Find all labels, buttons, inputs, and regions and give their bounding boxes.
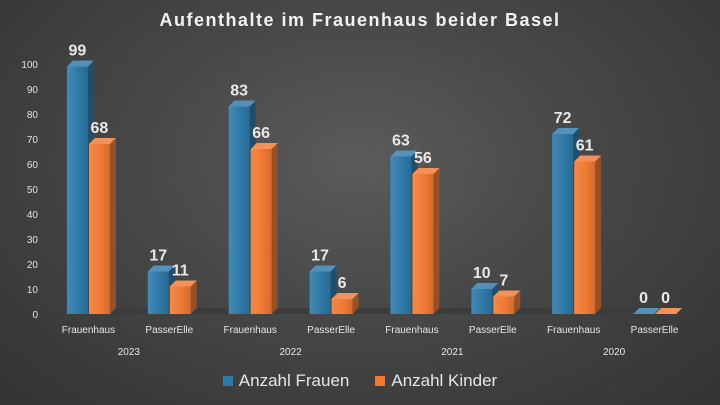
legend-label-frauen: Anzahl Frauen [238, 371, 350, 390]
y-tick-label: 60 [27, 160, 39, 171]
x-tick-label: Frauenhaus [62, 325, 115, 336]
bar-top-frauen [552, 128, 580, 134]
bar-side-kinder [271, 143, 278, 314]
bar-top-frauen [66, 60, 94, 67]
bar-top-frauen [228, 100, 256, 107]
bar-top-kinder [331, 293, 359, 299]
x-tick-label: Frauenhaus [385, 325, 438, 336]
bar-frauen [471, 289, 493, 314]
bar-kinder [574, 161, 596, 314]
bar-side-kinder [352, 293, 359, 314]
bar-top-frauen [309, 265, 337, 272]
bar-frauen [552, 134, 574, 314]
data-label: 56 [414, 150, 432, 167]
bar-top-kinder [412, 168, 440, 174]
bar-top-kinder [493, 290, 521, 297]
data-label: 6 [338, 275, 347, 292]
data-label: 0 [639, 290, 648, 307]
x-tick-label: PasserElle [469, 325, 517, 336]
x-tick-label: PasserElle [307, 325, 355, 336]
bar-side-kinder [109, 138, 116, 314]
bar-top-kinder [655, 308, 683, 314]
legend-entry-frauen: Anzahl Frauen [222, 371, 350, 391]
data-label: 66 [252, 125, 270, 142]
x-tick-label: PasserElle [145, 325, 193, 336]
bar-frauen [228, 106, 250, 314]
data-label: 61 [576, 138, 594, 155]
bar-kinder [88, 144, 110, 314]
bar-top-kinder [574, 155, 602, 162]
data-label: 0 [661, 290, 670, 307]
data-label: 68 [91, 120, 109, 137]
x-tick-label: Frauenhaus [224, 325, 277, 336]
data-label: 17 [149, 248, 167, 265]
y-tick-label: 100 [21, 60, 38, 71]
y-tick-label: 20 [27, 260, 39, 271]
x-tick-label: Frauenhaus [547, 325, 600, 336]
legend-label-kinder: Anzahl Kinder [391, 371, 498, 390]
x-tick-label: PasserElle [631, 325, 679, 336]
bar-top-kinder [169, 280, 197, 287]
data-label: 63 [392, 133, 410, 150]
bar-frauen [147, 271, 169, 314]
chart-floor [48, 308, 701, 314]
legend-entry-kinder: Anzahl Kinder [375, 371, 497, 391]
bar-top-frauen [633, 308, 661, 314]
bar-kinder [250, 149, 272, 314]
bar-kinder [412, 174, 434, 314]
year-group-label: 2021 [441, 347, 464, 358]
y-tick-label: 50 [27, 185, 39, 196]
data-label: 11 [172, 263, 189, 280]
y-tick-label: 40 [27, 210, 39, 221]
y-tick-label: 80 [27, 110, 39, 121]
bar-frauen [309, 271, 331, 314]
bar-top-kinder [88, 138, 116, 144]
data-label: 10 [473, 265, 491, 282]
year-group-label: 2020 [603, 347, 626, 358]
bar-kinder [169, 286, 191, 314]
data-label: 83 [230, 83, 248, 100]
bar-frauen [66, 66, 88, 314]
data-label: 7 [499, 273, 508, 290]
bar-kinder [493, 296, 515, 314]
legend-swatch-frauen [222, 376, 233, 386]
bar-frauen [390, 156, 412, 314]
bar-top-frauen [147, 265, 175, 272]
bar-side-kinder [433, 168, 440, 314]
legend: Anzahl Frauen Anzahl Kinder [0, 371, 720, 391]
bar-top-kinder [250, 143, 278, 149]
bar-top-frauen [390, 150, 418, 157]
bar-side-kinder [190, 280, 197, 314]
year-group-label: 2022 [280, 347, 303, 358]
chart-title: Aufenthalte im Frauenhaus beider Basel [159, 10, 561, 30]
legend-swatch-kinder [375, 376, 386, 386]
bar-kinder [331, 299, 353, 314]
bar-side-kinder [595, 155, 602, 314]
y-tick-label: 90 [27, 85, 39, 96]
y-tick-label: 0 [32, 310, 38, 321]
y-tick-label: 70 [27, 135, 39, 146]
bar-top-frauen [471, 283, 499, 289]
bar-side-kinder [514, 290, 521, 314]
data-label: 72 [554, 110, 572, 127]
data-label: 17 [311, 248, 329, 265]
year-group-label: 2023 [118, 347, 141, 358]
y-tick-label: 30 [27, 235, 39, 246]
data-label: 99 [69, 43, 87, 60]
y-tick-label: 10 [27, 285, 39, 296]
